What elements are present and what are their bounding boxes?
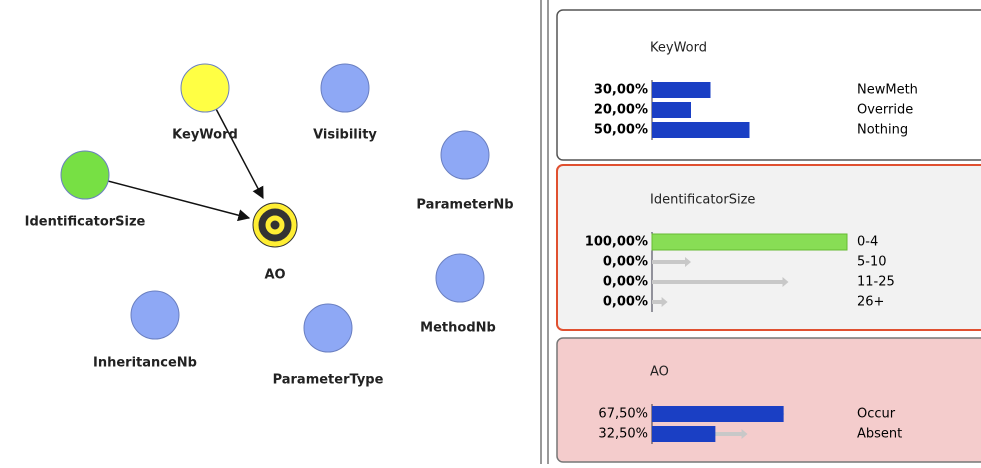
previous-bar <box>652 297 668 307</box>
node-label: MethodNb <box>420 321 496 336</box>
node-label: AO <box>264 268 285 283</box>
bar <box>652 82 711 98</box>
state-label: 0-4 <box>857 235 878 250</box>
edge <box>84 174 251 222</box>
previous-bar <box>652 257 691 267</box>
node-label: InheritanceNb <box>93 356 197 371</box>
node-label: Visibility <box>313 128 377 143</box>
state-label: 5-10 <box>857 255 887 270</box>
state-label: 11-25 <box>857 275 895 290</box>
node[interactable] <box>180 63 230 113</box>
percent-label: 0,00% <box>603 255 648 270</box>
node-label: ParameterNb <box>416 198 513 213</box>
percent-label: 30,00% <box>594 83 648 98</box>
panel-title: AO <box>650 365 669 380</box>
percent-label: 32,50% <box>598 427 648 442</box>
bar <box>651 233 848 251</box>
node[interactable] <box>303 303 353 353</box>
previous-bar <box>652 277 789 287</box>
bar <box>652 426 716 442</box>
node <box>270 220 280 230</box>
node[interactable] <box>60 150 110 200</box>
node-label: ParameterType <box>273 373 384 388</box>
panel-title: KeyWord <box>650 41 707 56</box>
percent-label: 67,50% <box>598 407 648 422</box>
percent-label: 100,00% <box>585 235 648 250</box>
percent-label: 50,00% <box>594 123 648 138</box>
bar <box>652 102 691 118</box>
node[interactable] <box>320 63 370 113</box>
node[interactable] <box>130 290 180 340</box>
node[interactable] <box>435 253 485 303</box>
percent-label: 20,00% <box>594 103 648 118</box>
state-label: Nothing <box>857 123 908 138</box>
state-label: 26+ <box>857 295 884 310</box>
panel <box>556 337 981 463</box>
state-label: Absent <box>857 427 902 442</box>
bar <box>652 122 750 138</box>
state-label: Override <box>857 103 913 118</box>
bar <box>652 406 784 422</box>
panel-title: IdentificatorSize <box>650 193 755 208</box>
node[interactable] <box>440 130 490 180</box>
state-label: NewMeth <box>857 83 918 98</box>
node-label: KeyWord <box>172 128 238 143</box>
state-label: Occur <box>857 407 896 422</box>
node-label: IdentificatorSize <box>25 215 146 230</box>
percent-label: 0,00% <box>603 275 648 290</box>
percent-label: 0,00% <box>603 295 648 310</box>
